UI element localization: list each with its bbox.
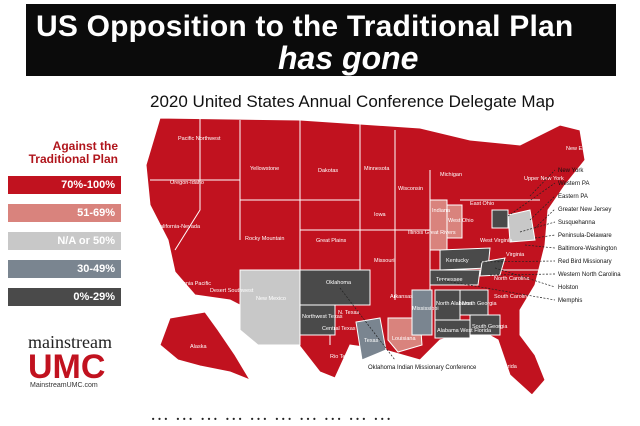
label-west-virginia: West Virginia bbox=[480, 238, 513, 244]
label-rio-texas: Rio Texas bbox=[330, 354, 354, 360]
region-tennessee bbox=[429, 269, 481, 286]
label-west-ohio: West Ohio bbox=[448, 218, 474, 224]
label-missouri: Missouri bbox=[374, 258, 394, 264]
label-oklahoma: Oklahoma bbox=[326, 280, 352, 286]
label-virginia: Virginia bbox=[506, 252, 525, 258]
label-north-alabama: North Alabama bbox=[436, 301, 473, 307]
callout-holston: Holston bbox=[558, 285, 578, 291]
callout-lines bbox=[339, 169, 556, 361]
region-western-pa bbox=[491, 209, 509, 229]
legend-item-na-50: N/A or 50% bbox=[8, 232, 121, 250]
label-mississippi: Mississippi bbox=[412, 306, 439, 312]
label-california-nevada: California-Nevada bbox=[156, 224, 201, 230]
callout-baltimore-washington: Baltimore-Washington bbox=[558, 246, 617, 252]
label-great-plains: Great Plains bbox=[316, 238, 347, 244]
region-texas bbox=[355, 317, 387, 361]
legend-title: Against the Traditional Plan bbox=[6, 140, 118, 166]
region-eastern-states-light bbox=[507, 209, 536, 243]
label-central-texas: Central Texas bbox=[322, 326, 356, 332]
label-arkansas: Arkansas bbox=[390, 294, 413, 300]
callout-red-bird-missionary: Red Bird Missionary bbox=[558, 259, 612, 265]
legend-item-30-49: 30-49% bbox=[8, 260, 121, 278]
label-texas: Texas bbox=[364, 338, 379, 344]
right-callout-labels: New York Western PA Eastern PA Greater N… bbox=[368, 168, 621, 371]
label-florida: Florida bbox=[500, 364, 518, 370]
legend-item-70-100: 70%-100% bbox=[8, 176, 121, 194]
region-holston bbox=[479, 257, 506, 277]
label-upper-new-york: Upper New York bbox=[524, 176, 564, 182]
callout-new-york: New York bbox=[558, 168, 584, 174]
label-north-carolina: North Carolina bbox=[494, 276, 530, 282]
logo-text-url: MainstreamUMC.com bbox=[30, 382, 98, 389]
label-n-texas: N. Texas bbox=[338, 310, 360, 316]
label-new-mexico: New Mexico bbox=[256, 296, 286, 302]
legend-item-51-69: 51-69% bbox=[8, 204, 121, 222]
label-kentucky: Kentucky bbox=[446, 258, 469, 264]
region-west-ohio bbox=[446, 204, 463, 239]
mainstream-umc-logo: mainstream UMC MainstreamUMC.com bbox=[10, 328, 120, 389]
callout-susquehanna: Susquehanna bbox=[558, 220, 596, 226]
cropped-bottom-text: … … … … … … … … … … bbox=[150, 404, 393, 425]
logo-text-umc: UMC bbox=[28, 348, 106, 386]
label-desert-southwest: Desert Southwest bbox=[210, 288, 254, 294]
callout-eastern-pa: Eastern PA bbox=[558, 194, 588, 200]
region-alaska bbox=[159, 311, 252, 382]
callout-greater-new-jersey: Greater New Jersey bbox=[558, 207, 611, 213]
label-northwest-texas: Northwest Texas bbox=[302, 314, 343, 320]
label-east-ohio: East Ohio bbox=[470, 201, 494, 207]
label-alaska: Alaska bbox=[190, 344, 207, 350]
label-pacific-northwest: Pacific Northwest bbox=[178, 136, 221, 142]
label-south-carolina: South Carolina bbox=[494, 294, 531, 300]
label-south-georgia: South Georgia bbox=[472, 324, 508, 330]
label-california-pacific: California Pacific bbox=[170, 281, 211, 287]
label-north-georgia: North Georgia bbox=[462, 301, 497, 307]
header-banner: US Opposition to the Traditional Plan ha… bbox=[26, 4, 616, 113]
legend-title-line-2: Traditional Plan bbox=[28, 152, 118, 166]
label-tennessee: Tennessee bbox=[436, 277, 463, 283]
region-northwest-texas bbox=[299, 304, 336, 336]
label-michigan: Michigan bbox=[440, 172, 462, 178]
callout-western-north-carolina: Western North Carolina bbox=[558, 272, 621, 278]
label-wisconsin: Wisconsin bbox=[398, 186, 423, 192]
label-minnesota: Minnesota bbox=[364, 166, 390, 172]
banner-line-1: US Opposition to the Traditional Plan bbox=[36, 10, 574, 43]
label-oregon-idaho: Oregon-Idaho bbox=[170, 180, 204, 186]
region-mississippi bbox=[411, 289, 433, 336]
region-oklahoma bbox=[299, 269, 371, 306]
map-title: 2020 United States Annual Conference Del… bbox=[150, 92, 555, 111]
callout-memphis: Memphis bbox=[558, 298, 582, 304]
conference-labels: Pacific Northwest Oregon-Idaho Californi… bbox=[156, 136, 599, 370]
banner-line-2: has gone mainstream! bbox=[278, 40, 469, 113]
label-indiana: Indiana bbox=[432, 208, 451, 214]
label-new-england: New England bbox=[566, 146, 599, 152]
legend-title-line-1: Against the bbox=[52, 139, 118, 153]
region-new-mexico bbox=[239, 269, 301, 346]
callout-peninsula-delaware: Peninsula-Delaware bbox=[558, 233, 612, 239]
label-alabama-west-florida: Alabama West Florida bbox=[437, 328, 492, 334]
logo-text-mainstream: mainstream bbox=[28, 332, 112, 352]
label-dakotas: Dakotas bbox=[318, 168, 338, 174]
label-illinois-great-rivers: Illinois Great Rivers bbox=[408, 230, 456, 236]
label-rocky-mountain: Rocky Mountain bbox=[245, 236, 284, 242]
legend-item-0-29: 0%-29% bbox=[8, 288, 121, 306]
label-yellowstone: Yellowstone bbox=[250, 166, 279, 172]
callout-western-pa: Western PA bbox=[558, 181, 589, 187]
label-louisiana: Louisiana bbox=[392, 336, 416, 342]
region-alabama-west-florida bbox=[434, 319, 471, 339]
label-iowa: Iowa bbox=[374, 212, 387, 218]
callout-oklahoma-indian-missionary: Oklahoma Indian Missionary Conference bbox=[368, 365, 477, 371]
